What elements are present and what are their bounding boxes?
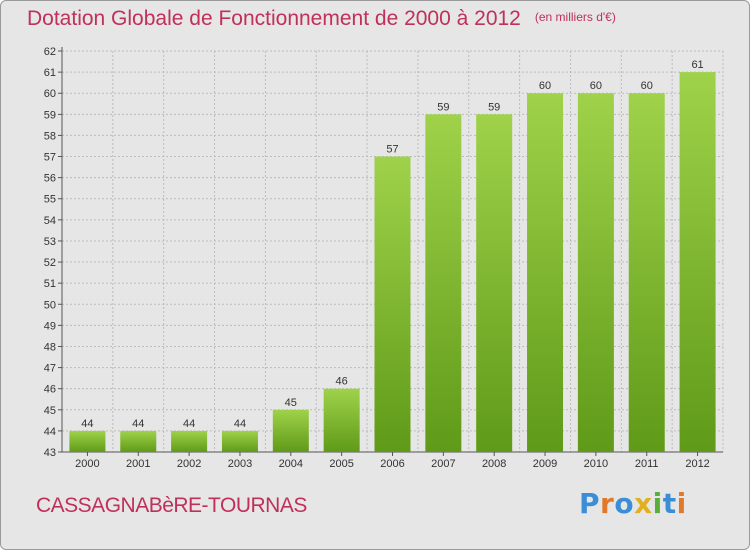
x-tick-label-2007: 2007 bbox=[431, 458, 455, 470]
y-tick-label: 52 bbox=[44, 257, 56, 269]
logo-letter: i bbox=[652, 487, 663, 520]
bar-2003 bbox=[221, 430, 258, 452]
x-tick-label-2009: 2009 bbox=[533, 458, 557, 470]
y-tick-label: 59 bbox=[44, 109, 56, 121]
value-label-2004: 45 bbox=[285, 397, 297, 409]
bar-2011 bbox=[628, 93, 665, 453]
proxiti-logo: Proxiti bbox=[579, 487, 687, 520]
grid-lines bbox=[61, 50, 724, 453]
value-label-2003: 44 bbox=[234, 418, 246, 430]
value-label-2005: 46 bbox=[336, 376, 348, 388]
y-tick-label: 54 bbox=[44, 215, 56, 227]
y-tick-label: 50 bbox=[44, 299, 56, 311]
x-tick-label-2011: 2011 bbox=[635, 458, 659, 470]
value-label-2001: 44 bbox=[132, 418, 144, 430]
unit-note: (en milliers d'€) bbox=[534, 10, 616, 24]
y-tick-label: 49 bbox=[44, 320, 56, 332]
y-tick-label: 46 bbox=[44, 384, 56, 396]
logo-letter: i bbox=[676, 487, 687, 520]
y-tick-label: 48 bbox=[44, 341, 56, 353]
x-tick-label-2005: 2005 bbox=[329, 458, 353, 470]
labels: 44 44 44 44 45 46 57 59 59 60 60 60 61 bbox=[81, 59, 703, 430]
y-tick-label: 57 bbox=[44, 152, 56, 164]
axes: 43 44 45 46 47 48 49 50 51 52 53 54 55 56 57 58 59 60 61 62… bbox=[44, 46, 723, 470]
logo-letter: o bbox=[614, 487, 635, 520]
y-tick-label: 62 bbox=[44, 46, 56, 58]
x-tick-label-2012: 2012 bbox=[685, 458, 709, 470]
bar-2002 bbox=[171, 430, 208, 452]
logo-letter: x bbox=[634, 487, 653, 520]
value-label-2008: 59 bbox=[488, 101, 500, 113]
bar-2008 bbox=[476, 114, 513, 452]
x-tick-label-2003: 2003 bbox=[228, 458, 252, 470]
value-label-2006: 57 bbox=[386, 144, 398, 156]
value-label-2000: 44 bbox=[81, 418, 93, 430]
value-label-2002: 44 bbox=[183, 418, 195, 430]
x-tick-label-2000: 2000 bbox=[75, 458, 99, 470]
value-label-2012: 61 bbox=[691, 59, 703, 71]
bar-2004 bbox=[272, 409, 309, 452]
x-tick-label-2004: 2004 bbox=[279, 458, 303, 470]
x-tick-label-2001: 2001 bbox=[126, 458, 150, 470]
bars bbox=[69, 72, 716, 453]
x-tick-label-2006: 2006 bbox=[380, 458, 404, 470]
value-label-2007: 59 bbox=[437, 101, 449, 113]
bar-2005 bbox=[323, 388, 360, 452]
bar-2000 bbox=[69, 430, 106, 452]
y-tick-label: 43 bbox=[44, 447, 56, 459]
y-tick-label: 58 bbox=[44, 130, 56, 142]
logo-letter: t bbox=[662, 487, 677, 520]
x-tick-label-2008: 2008 bbox=[482, 458, 506, 470]
y-tick-label: 44 bbox=[44, 426, 56, 438]
value-label-2009: 60 bbox=[539, 80, 551, 92]
bar-2001 bbox=[120, 430, 157, 452]
value-label-2010: 60 bbox=[590, 80, 602, 92]
y-tick-label: 53 bbox=[44, 236, 56, 248]
bar-2009 bbox=[527, 93, 564, 453]
y-tick-label: 55 bbox=[44, 194, 56, 206]
y-tick-label: 47 bbox=[44, 363, 56, 375]
commune-name: CASSAGNABèRE-TOURNAS bbox=[36, 494, 307, 517]
chart-title: Dotation Globale de Fonctionnement de 20… bbox=[27, 7, 616, 31]
y-tick-label: 60 bbox=[44, 88, 56, 100]
logo-letter: P bbox=[579, 487, 601, 520]
x-tick-label-2002: 2002 bbox=[177, 458, 201, 470]
bar-2006 bbox=[374, 156, 411, 453]
bar-2010 bbox=[577, 93, 614, 453]
bar-2007 bbox=[425, 114, 462, 452]
logo-letter: r bbox=[600, 487, 615, 520]
y-tick-label: 45 bbox=[44, 405, 56, 417]
y-tick-label: 56 bbox=[44, 173, 56, 185]
value-label-2011: 60 bbox=[641, 80, 653, 92]
title-text: Dotation Globale de Fonctionnement de 20… bbox=[27, 7, 521, 30]
bar-2012 bbox=[679, 72, 716, 453]
x-tick-label-2010: 2010 bbox=[584, 458, 608, 470]
y-tick-label: 51 bbox=[44, 278, 56, 290]
y-tick-label: 61 bbox=[44, 67, 56, 79]
